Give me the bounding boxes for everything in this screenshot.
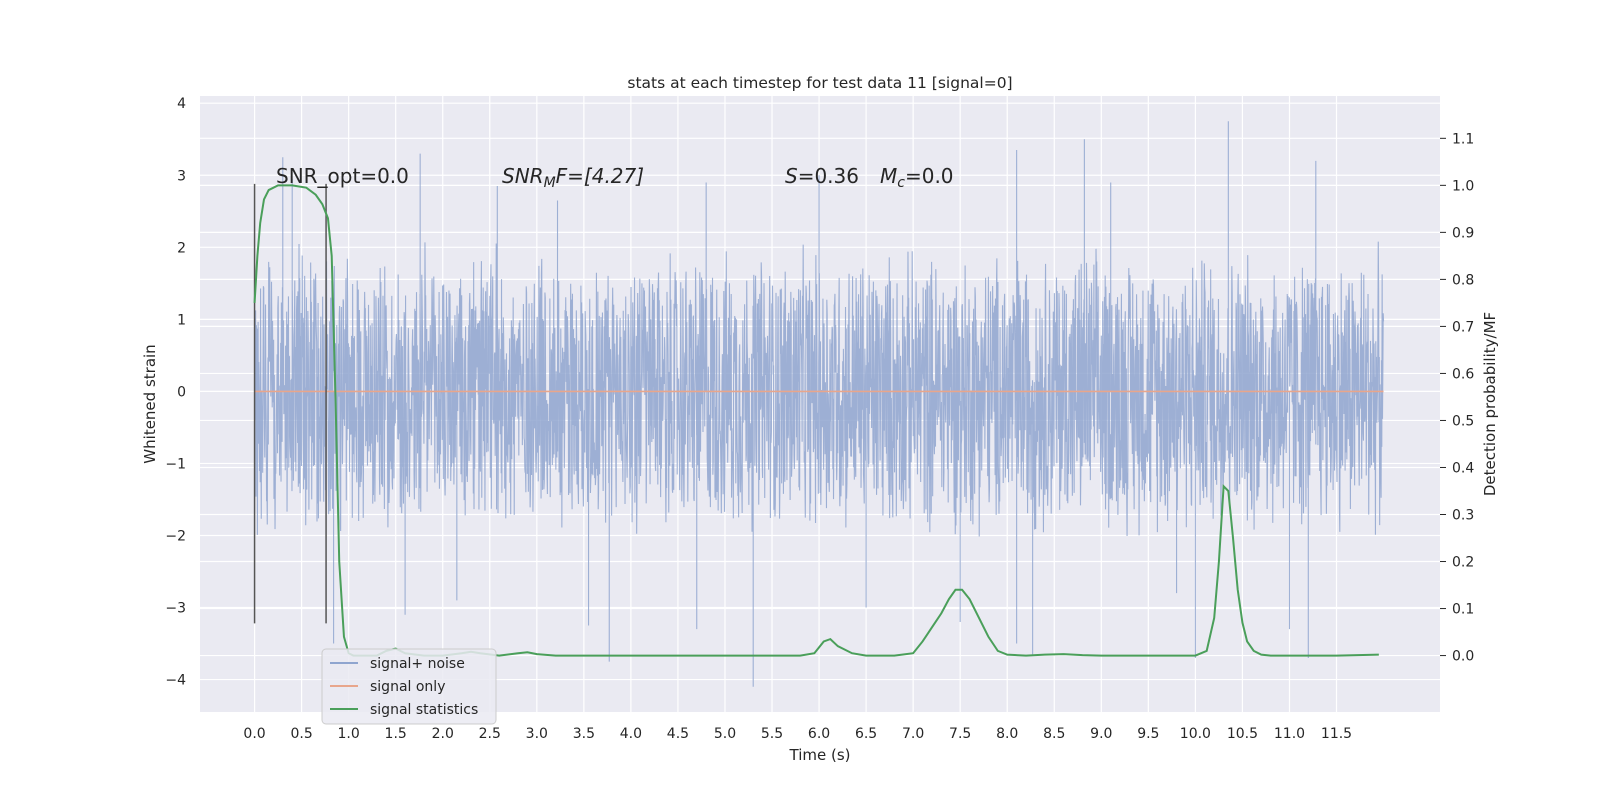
x-tick-label: 9.5 xyxy=(1137,726,1159,742)
y2-tick-label: 0.5 xyxy=(1452,413,1474,429)
x-tick-label: 9.0 xyxy=(1090,726,1112,742)
x-tick-label: 5.0 xyxy=(714,726,736,742)
y2-tick-label: 0.0 xyxy=(1452,649,1474,665)
x-tick-label: 3.0 xyxy=(526,726,548,742)
y2-tick-label: 1.1 xyxy=(1452,131,1474,147)
annotation-mc: Mc=0.0 xyxy=(880,164,954,191)
x-tick-label: 4.5 xyxy=(667,726,689,742)
vertical-markers xyxy=(253,183,327,624)
x-tick-label: 3.5 xyxy=(573,726,595,742)
y2-tick-label: 0.3 xyxy=(1452,508,1474,524)
y2-axis-ticks: 0.0 0.1 0.2 0.3 0.4 0.5 0.6 0.7 0.8 0.9 1.0 1.1 xyxy=(1440,131,1474,665)
y2-tick-label: 0.8 xyxy=(1452,272,1474,288)
series-signal-noise xyxy=(254,121,1385,687)
y-tick-label: 1 xyxy=(177,312,186,328)
x-tick-label: 7.0 xyxy=(902,726,924,742)
x-tick-label: 2.5 xyxy=(479,726,501,742)
y2-tick-label: 0.9 xyxy=(1452,225,1474,241)
y-axis-ticks: 4 3 2 1 0 −1 −2 −3 −4 xyxy=(165,96,186,688)
legend-label-signal-noise: signal+ noise xyxy=(370,656,465,672)
x-tick-label: 6.0 xyxy=(808,726,830,742)
legend-label-signal-only: signal only xyxy=(370,679,445,695)
y2-tick-label: 0.2 xyxy=(1452,555,1474,571)
line-signal-noise xyxy=(254,121,1385,687)
y-tick-label: −2 xyxy=(165,528,186,544)
chart-title: stats at each timestep for test data 11 … xyxy=(627,74,1012,92)
x-tick-label: 6.5 xyxy=(855,726,877,742)
y2-tick-label: 0.7 xyxy=(1452,319,1474,335)
line-signal-statistics xyxy=(253,184,1379,657)
y-tick-label: 0 xyxy=(177,384,186,400)
y-tick-label: −3 xyxy=(165,601,186,617)
x-axis-ticks: 0.0 0.5 1.0 1.5 2.0 2.5 3.0 3.5 4.0 4.5 5.0 5.5 6.0 6… xyxy=(243,726,1352,742)
y-tick-label: 4 xyxy=(177,96,186,112)
y-tick-label: 2 xyxy=(177,240,186,256)
x-tick-label: 10.5 xyxy=(1227,726,1258,742)
legend-label-signal-statistics: signal statistics xyxy=(370,702,478,718)
x-tick-label: 1.0 xyxy=(338,726,360,742)
y-axis-label: Whitened strain xyxy=(141,344,159,463)
y2-tick-label: 1.0 xyxy=(1452,178,1474,194)
annotation-s: S=0.36 xyxy=(785,164,859,188)
x-tick-label: 8.0 xyxy=(996,726,1018,742)
x-tick-label: 7.5 xyxy=(949,726,971,742)
x-tick-label: 1.5 xyxy=(385,726,407,742)
y2-tick-label: 0.4 xyxy=(1452,460,1474,476)
x-tick-label: 2.0 xyxy=(432,726,454,742)
x-tick-label: 10.0 xyxy=(1180,726,1211,742)
x-axis-label: Time (s) xyxy=(789,746,851,764)
y-tick-label: −1 xyxy=(165,456,186,472)
y2-tick-label: 0.1 xyxy=(1452,602,1474,618)
x-tick-label: 4.0 xyxy=(620,726,642,742)
x-tick-label: 8.5 xyxy=(1043,726,1065,742)
x-tick-label: 11.5 xyxy=(1321,726,1352,742)
legend: signal+ noise signal only signal statist… xyxy=(321,648,497,725)
y2-tick-label: 0.6 xyxy=(1452,366,1474,382)
x-tick-label: 11.0 xyxy=(1274,726,1305,742)
x-tick-label: 0.5 xyxy=(290,726,312,742)
series-signal-statistics xyxy=(253,184,1379,657)
y-tick-label: 3 xyxy=(177,168,186,184)
x-tick-label: 0.0 xyxy=(243,726,265,742)
y-tick-label: −4 xyxy=(165,673,186,689)
legend-box xyxy=(321,648,497,725)
annotation-snr-mf: SNRMF=[4.27] xyxy=(502,164,644,191)
annotation-snr-opt: SNR_opt=0.0 xyxy=(276,164,409,188)
y2-axis-label: Detection probability/MF xyxy=(1481,312,1499,496)
x-tick-label: 5.5 xyxy=(761,726,783,742)
